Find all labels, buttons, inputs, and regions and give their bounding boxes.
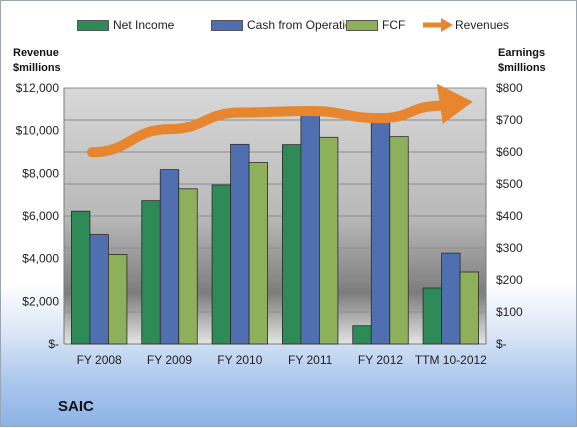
bar-net-income [211, 184, 231, 345]
bar-cash-from-operations [370, 115, 391, 345]
right-tick-label: $700 [496, 113, 523, 127]
right-tick-label: $100 [496, 305, 523, 319]
x-tick-label: FY 2010 [217, 353, 262, 367]
x-tick-label: FY 2009 [147, 353, 192, 367]
bar-net-income [422, 287, 442, 345]
company-label: SAIC [58, 398, 94, 415]
bar-net-income [282, 144, 302, 345]
right-tick-label: $- [496, 337, 507, 351]
left-axis-title-line2: $millions [13, 62, 61, 74]
x-tick-label: FY 2008 [77, 353, 122, 367]
bar-net-income [352, 325, 372, 345]
right-tick-label: $200 [496, 273, 523, 287]
bar-cash-from-operations [159, 169, 180, 345]
right-tick-label: $800 [496, 81, 523, 95]
bar-fcf [108, 253, 128, 345]
bar-cash-from-operations [89, 234, 109, 345]
left-tick-label: $- [48, 337, 59, 351]
right-axis-title: Earnings $millions [498, 46, 546, 76]
left-tick-label: $4,000 [22, 252, 59, 266]
right-axis-title-line1: Earnings [498, 47, 546, 59]
bar-fcf [248, 162, 268, 345]
legend-swatch-revenues [421, 15, 455, 35]
left-axis-title: Revenue $millions [13, 46, 61, 76]
legend-label-cash-from-operations: Cash from Operations [247, 18, 365, 32]
x-tick-label: FY 2011 [288, 353, 333, 367]
legend-swatch-fcf [346, 20, 378, 31]
bar-cash-from-operations [441, 252, 461, 345]
x-tick-label: TTM 10-2012 [415, 353, 487, 367]
bar-net-income [71, 210, 91, 345]
x-tick-label: FY 2012 [358, 353, 403, 367]
right-tick-label: $400 [496, 209, 523, 223]
revenues-line [87, 100, 446, 158]
bar-fcf [319, 136, 339, 345]
right-tick-label: $500 [496, 177, 523, 191]
bar-fcf [459, 271, 479, 345]
bar-cash-from-operations [230, 143, 250, 345]
right-tick-label: $600 [496, 145, 523, 159]
left-tick-label: $6,000 [22, 209, 59, 223]
left-tick-label: $10,000 [16, 124, 60, 138]
bar-cash-from-operations [300, 114, 320, 345]
right-tick-label: $300 [496, 241, 523, 255]
legend-label-net-income: Net Income [113, 18, 175, 32]
bar-fcf [178, 188, 198, 345]
legend-label-fcf: FCF [382, 18, 406, 32]
left-axis-title-line1: Revenue [13, 47, 59, 59]
right-axis-title-line2: $millions [498, 62, 546, 74]
bar-fcf [389, 136, 409, 345]
legend-swatch-net-income [77, 20, 109, 31]
left-tick-label: $2,000 [22, 294, 59, 308]
left-tick-label: $12,000 [16, 81, 60, 95]
revenues-arrowhead [436, 83, 473, 124]
bar-net-income [141, 200, 161, 345]
legend-label-revenues: Revenues [455, 18, 510, 32]
left-tick-label: $8,000 [22, 166, 59, 180]
legend: Net Income Cash from Operations FCF Revenue… [1, 15, 577, 35]
legend-swatch-cash-from-operations [211, 20, 243, 31]
